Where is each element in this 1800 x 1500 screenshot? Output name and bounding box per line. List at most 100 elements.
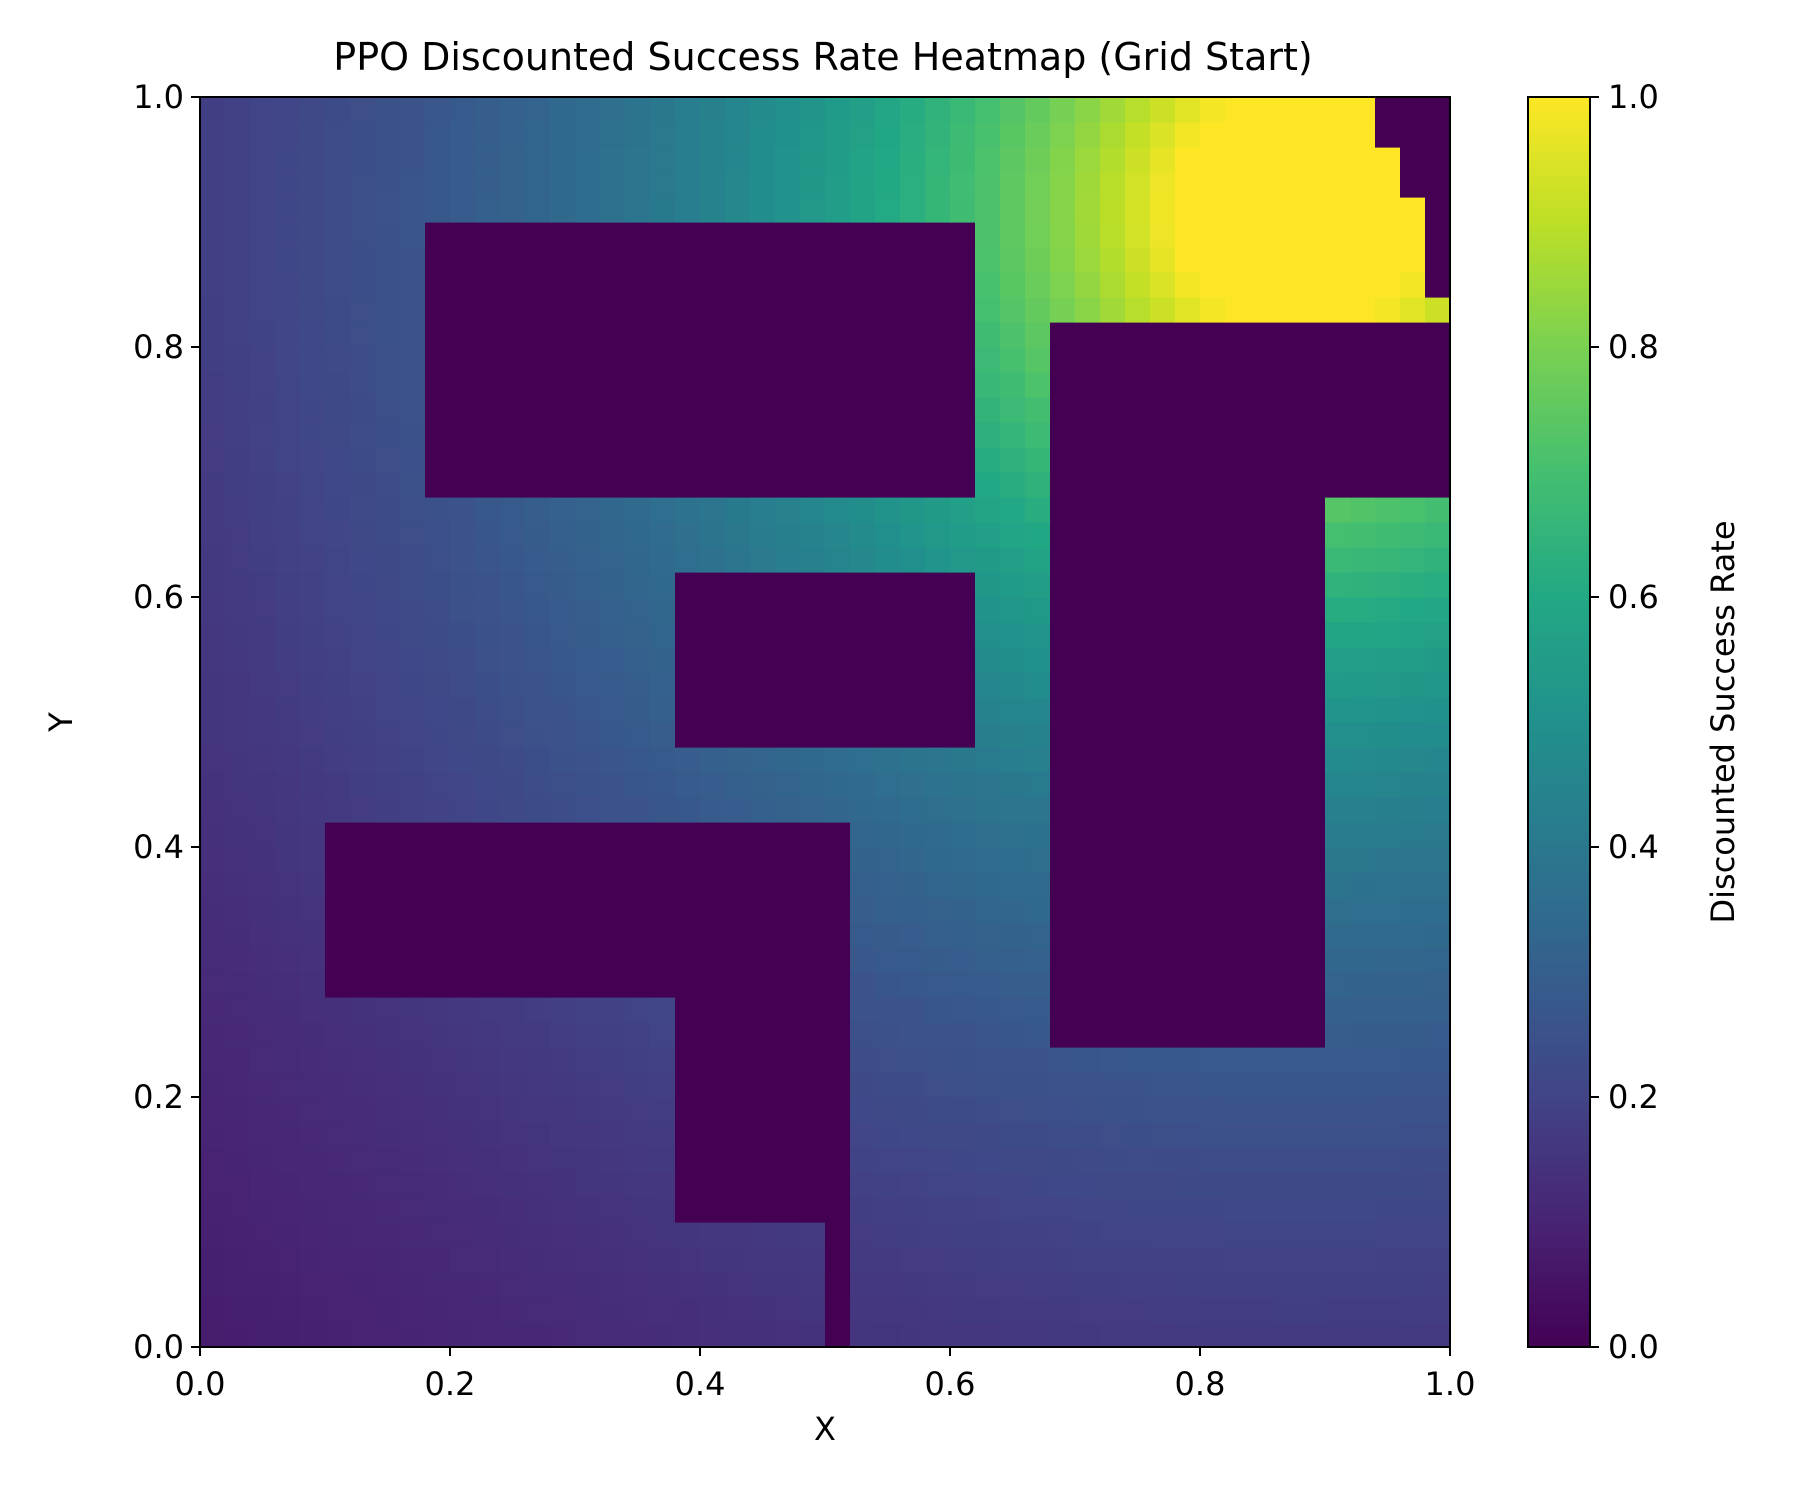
heatmap-cell bbox=[525, 1047, 551, 1073]
heatmap-cell bbox=[975, 1122, 1001, 1148]
heatmap-cell bbox=[975, 447, 1001, 473]
heatmap-cell bbox=[1225, 272, 1251, 298]
heatmap-cell bbox=[1025, 247, 1051, 273]
heatmap-cell bbox=[250, 797, 276, 823]
heatmap-cell bbox=[375, 222, 401, 248]
heatmap-cell bbox=[1150, 622, 1176, 648]
heatmap-cell bbox=[750, 697, 776, 723]
heatmap-cell bbox=[350, 697, 376, 723]
heatmap-cell bbox=[275, 797, 301, 823]
heatmap-cell bbox=[1400, 1122, 1426, 1148]
heatmap-cell bbox=[1175, 447, 1201, 473]
heatmap-cell bbox=[750, 422, 776, 448]
heatmap-cell bbox=[625, 97, 651, 123]
heatmap-cell bbox=[300, 497, 326, 523]
heatmap-cell bbox=[225, 97, 251, 123]
heatmap-cell bbox=[1375, 872, 1401, 898]
heatmap-cell bbox=[1025, 597, 1051, 623]
heatmap-cell bbox=[800, 147, 826, 173]
heatmap-cell bbox=[375, 522, 401, 548]
heatmap-cell bbox=[1275, 472, 1301, 498]
heatmap-cell bbox=[375, 472, 401, 498]
heatmap-cell bbox=[650, 222, 676, 248]
heatmap-cell bbox=[1250, 397, 1276, 423]
heatmap-cell bbox=[925, 1197, 951, 1223]
heatmap-cell bbox=[250, 547, 276, 573]
heatmap-cell bbox=[900, 1222, 926, 1248]
heatmap-cell bbox=[1350, 822, 1376, 848]
heatmap-cell bbox=[975, 647, 1001, 673]
heatmap-cell bbox=[425, 1322, 451, 1348]
heatmap-cell bbox=[1075, 497, 1101, 523]
heatmap-cell bbox=[625, 1197, 651, 1223]
heatmap-cell bbox=[500, 772, 526, 798]
heatmap-cell bbox=[400, 572, 426, 598]
heatmap-cell bbox=[725, 1172, 751, 1198]
heatmap-cell bbox=[1325, 1072, 1351, 1098]
heatmap-cell bbox=[1200, 897, 1226, 923]
heatmap-cell bbox=[575, 497, 601, 523]
heatmap-cell bbox=[225, 1272, 251, 1298]
heatmap-cell bbox=[400, 522, 426, 548]
heatmap-cell bbox=[1375, 1072, 1401, 1098]
heatmap-cell bbox=[650, 622, 676, 648]
heatmap-cell bbox=[1175, 397, 1201, 423]
heatmap-cell bbox=[875, 147, 901, 173]
heatmap-cell bbox=[450, 772, 476, 798]
heatmap-cell bbox=[1025, 497, 1051, 523]
heatmap-cell bbox=[1100, 1147, 1126, 1173]
heatmap-cell bbox=[225, 997, 251, 1023]
heatmap-cell bbox=[250, 1222, 276, 1248]
heatmap-cell bbox=[1000, 672, 1026, 698]
heatmap-cell bbox=[1300, 97, 1326, 123]
heatmap-cell bbox=[950, 697, 976, 723]
heatmap-cell bbox=[975, 372, 1001, 398]
heatmap-cell bbox=[1300, 647, 1326, 673]
heatmap-cell bbox=[800, 322, 826, 348]
heatmap-cell bbox=[925, 897, 951, 923]
heatmap-cell bbox=[1150, 347, 1176, 373]
heatmap-cell bbox=[325, 1247, 351, 1273]
heatmap-cell bbox=[700, 997, 726, 1023]
heatmap-cell bbox=[625, 947, 651, 973]
heatmap-cell bbox=[875, 1297, 901, 1323]
heatmap-cell bbox=[1175, 1047, 1201, 1073]
heatmap-cell bbox=[650, 497, 676, 523]
heatmap-cell bbox=[225, 172, 251, 198]
heatmap-cell bbox=[550, 622, 576, 648]
heatmap-cell bbox=[825, 1072, 851, 1098]
heatmap-cell bbox=[1425, 1147, 1451, 1173]
heatmap-cell bbox=[1225, 822, 1251, 848]
heatmap-cell bbox=[700, 722, 726, 748]
heatmap-cell bbox=[1225, 772, 1251, 798]
heatmap-cell bbox=[1400, 597, 1426, 623]
heatmap-cell bbox=[275, 297, 301, 323]
heatmap-cell bbox=[625, 597, 651, 623]
heatmap-cell bbox=[725, 1222, 751, 1248]
heatmap-cell bbox=[200, 647, 226, 673]
heatmap-cell bbox=[1150, 947, 1176, 973]
heatmap-cell bbox=[375, 822, 401, 848]
heatmap-cell bbox=[750, 822, 776, 848]
heatmap-cell bbox=[1250, 1147, 1276, 1173]
heatmap-cell bbox=[775, 1147, 801, 1173]
heatmap-cell bbox=[750, 547, 776, 573]
heatmap-cell bbox=[325, 697, 351, 723]
heatmap-cell bbox=[200, 272, 226, 298]
heatmap-cell bbox=[675, 947, 701, 973]
heatmap-cell bbox=[375, 297, 401, 323]
heatmap-cell bbox=[1325, 472, 1351, 498]
heatmap-cell bbox=[925, 1147, 951, 1173]
heatmap-cell bbox=[1425, 322, 1451, 348]
heatmap-cell bbox=[450, 972, 476, 998]
heatmap-cell bbox=[250, 947, 276, 973]
heatmap-cell bbox=[400, 922, 426, 948]
heatmap-cell bbox=[1225, 847, 1251, 873]
heatmap-cell bbox=[875, 1197, 901, 1223]
heatmap-cell bbox=[900, 672, 926, 698]
heatmap-cell bbox=[325, 1072, 351, 1098]
heatmap-cell bbox=[725, 847, 751, 873]
heatmap-cell bbox=[1275, 672, 1301, 698]
heatmap-cell bbox=[1075, 322, 1101, 348]
heatmap-cell bbox=[550, 897, 576, 923]
